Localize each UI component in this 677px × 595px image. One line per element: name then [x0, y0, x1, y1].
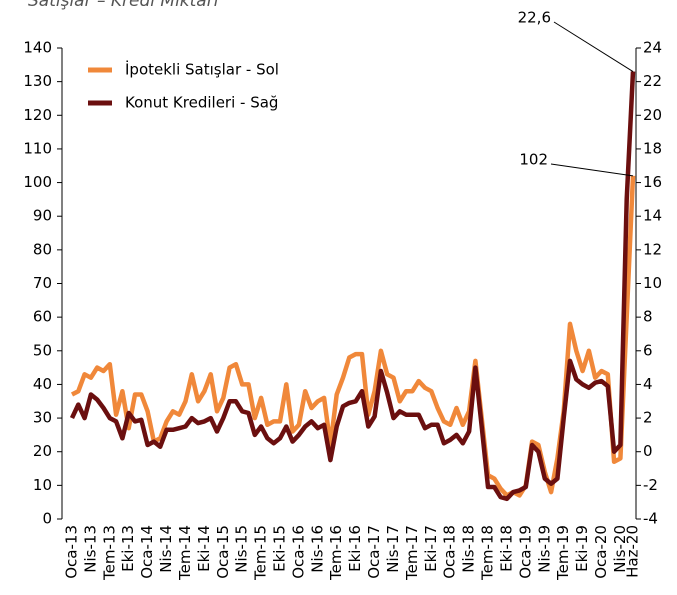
- y2-tick-label: 22: [643, 72, 662, 90]
- x-tick-label: Oca-13: [63, 525, 81, 579]
- x-tick-label: Oca-20: [592, 525, 610, 579]
- y2-tick-label: 14: [643, 207, 662, 225]
- x-tick-label: Haz-20: [624, 525, 642, 578]
- y-tick-label: 130: [23, 72, 52, 90]
- x-tick-label: Eki-15: [271, 525, 289, 572]
- x-tick-label: Tem-15: [252, 525, 270, 581]
- legend-label: Konut Kredileri - Sağ: [125, 94, 278, 112]
- x-tick-label: Oca-19: [516, 525, 534, 579]
- y2-tick-label: 12: [643, 240, 662, 258]
- x-tick-label: Nis-20: [611, 525, 629, 573]
- x-tick-label: Nis-19: [535, 525, 553, 573]
- x-tick-label: Nis-16: [308, 525, 326, 573]
- y-tick-label: 10: [33, 476, 52, 494]
- y-tick-label: 140: [23, 39, 52, 57]
- y2-tick-label: 4: [643, 375, 653, 393]
- x-tick-label: Oca-17: [365, 525, 383, 579]
- y-tick-label: 100: [23, 173, 52, 191]
- x-tick-label: Eki-19: [573, 525, 591, 572]
- annotation-leader: [550, 163, 634, 177]
- x-tick-label: Oca-14: [138, 525, 156, 579]
- x-tick-label: Tem-16: [327, 525, 345, 581]
- y2-tick-label: 16: [643, 173, 662, 191]
- x-tick-label: Nis-15: [233, 525, 251, 573]
- y2-tick-label: 18: [643, 139, 662, 157]
- y-tick-label: 120: [23, 106, 52, 124]
- y-tick-label: 110: [23, 139, 52, 157]
- series-line: [69, 71, 636, 502]
- y-tick-label: 40: [33, 375, 52, 393]
- x-tick-label: Nis-14: [157, 525, 175, 573]
- x-tick-label: Tem-14: [176, 525, 194, 581]
- x-tick-label: Oca-18: [441, 525, 459, 579]
- y-tick-label: 70: [33, 274, 52, 292]
- y2-tick-label: 10: [643, 274, 662, 292]
- y2-tick-label: 20: [643, 106, 662, 124]
- x-tick-label: Oca-15: [214, 525, 232, 579]
- annotation-leader: [553, 21, 634, 72]
- y2-tick-label: -2: [643, 476, 658, 494]
- x-tick-label: Tem-13: [100, 525, 118, 581]
- legend-label: İpotekli Satışlar - Sol: [125, 60, 279, 79]
- x-tick-label: Eki-18: [497, 525, 515, 572]
- y2-tick-label: 0: [643, 442, 653, 460]
- y2-tick-label: -4: [643, 510, 658, 528]
- y-tick-label: 20: [33, 442, 52, 460]
- series-line: [70, 175, 636, 498]
- x-tick-label: Eki-13: [119, 525, 137, 572]
- x-tick-label: Nis-13: [81, 525, 99, 573]
- x-tick-label: Eki-16: [346, 525, 364, 572]
- y-tick-label: 90: [33, 207, 52, 225]
- x-tick-label: Tem-17: [403, 525, 421, 581]
- chart-title: Satışlar – Kredi Miktarı: [28, 0, 218, 11]
- y-tick-label: 50: [33, 341, 52, 359]
- y-tick-label: 0: [42, 510, 52, 528]
- y2-tick-label: 8: [643, 308, 653, 326]
- x-tick-label: Eki-17: [422, 525, 440, 572]
- x-tick-label: Nis-17: [384, 525, 402, 573]
- y2-tick-label: 6: [643, 341, 653, 359]
- annotation: 22,6: [518, 9, 551, 27]
- x-tick-label: Tem-18: [479, 525, 497, 581]
- x-tick-label: Nis-18: [460, 525, 478, 573]
- x-tick-label: Eki-14: [195, 525, 213, 572]
- y-tick-label: 30: [33, 409, 52, 427]
- y-tick-label: 60: [33, 308, 52, 326]
- x-tick-label: Oca-16: [289, 525, 307, 579]
- y-tick-label: 80: [33, 240, 52, 258]
- annotation: 102: [519, 151, 548, 169]
- x-tick-label: Tem-19: [554, 525, 572, 581]
- y2-tick-label: 24: [643, 39, 662, 57]
- y2-tick-label: 2: [643, 409, 653, 427]
